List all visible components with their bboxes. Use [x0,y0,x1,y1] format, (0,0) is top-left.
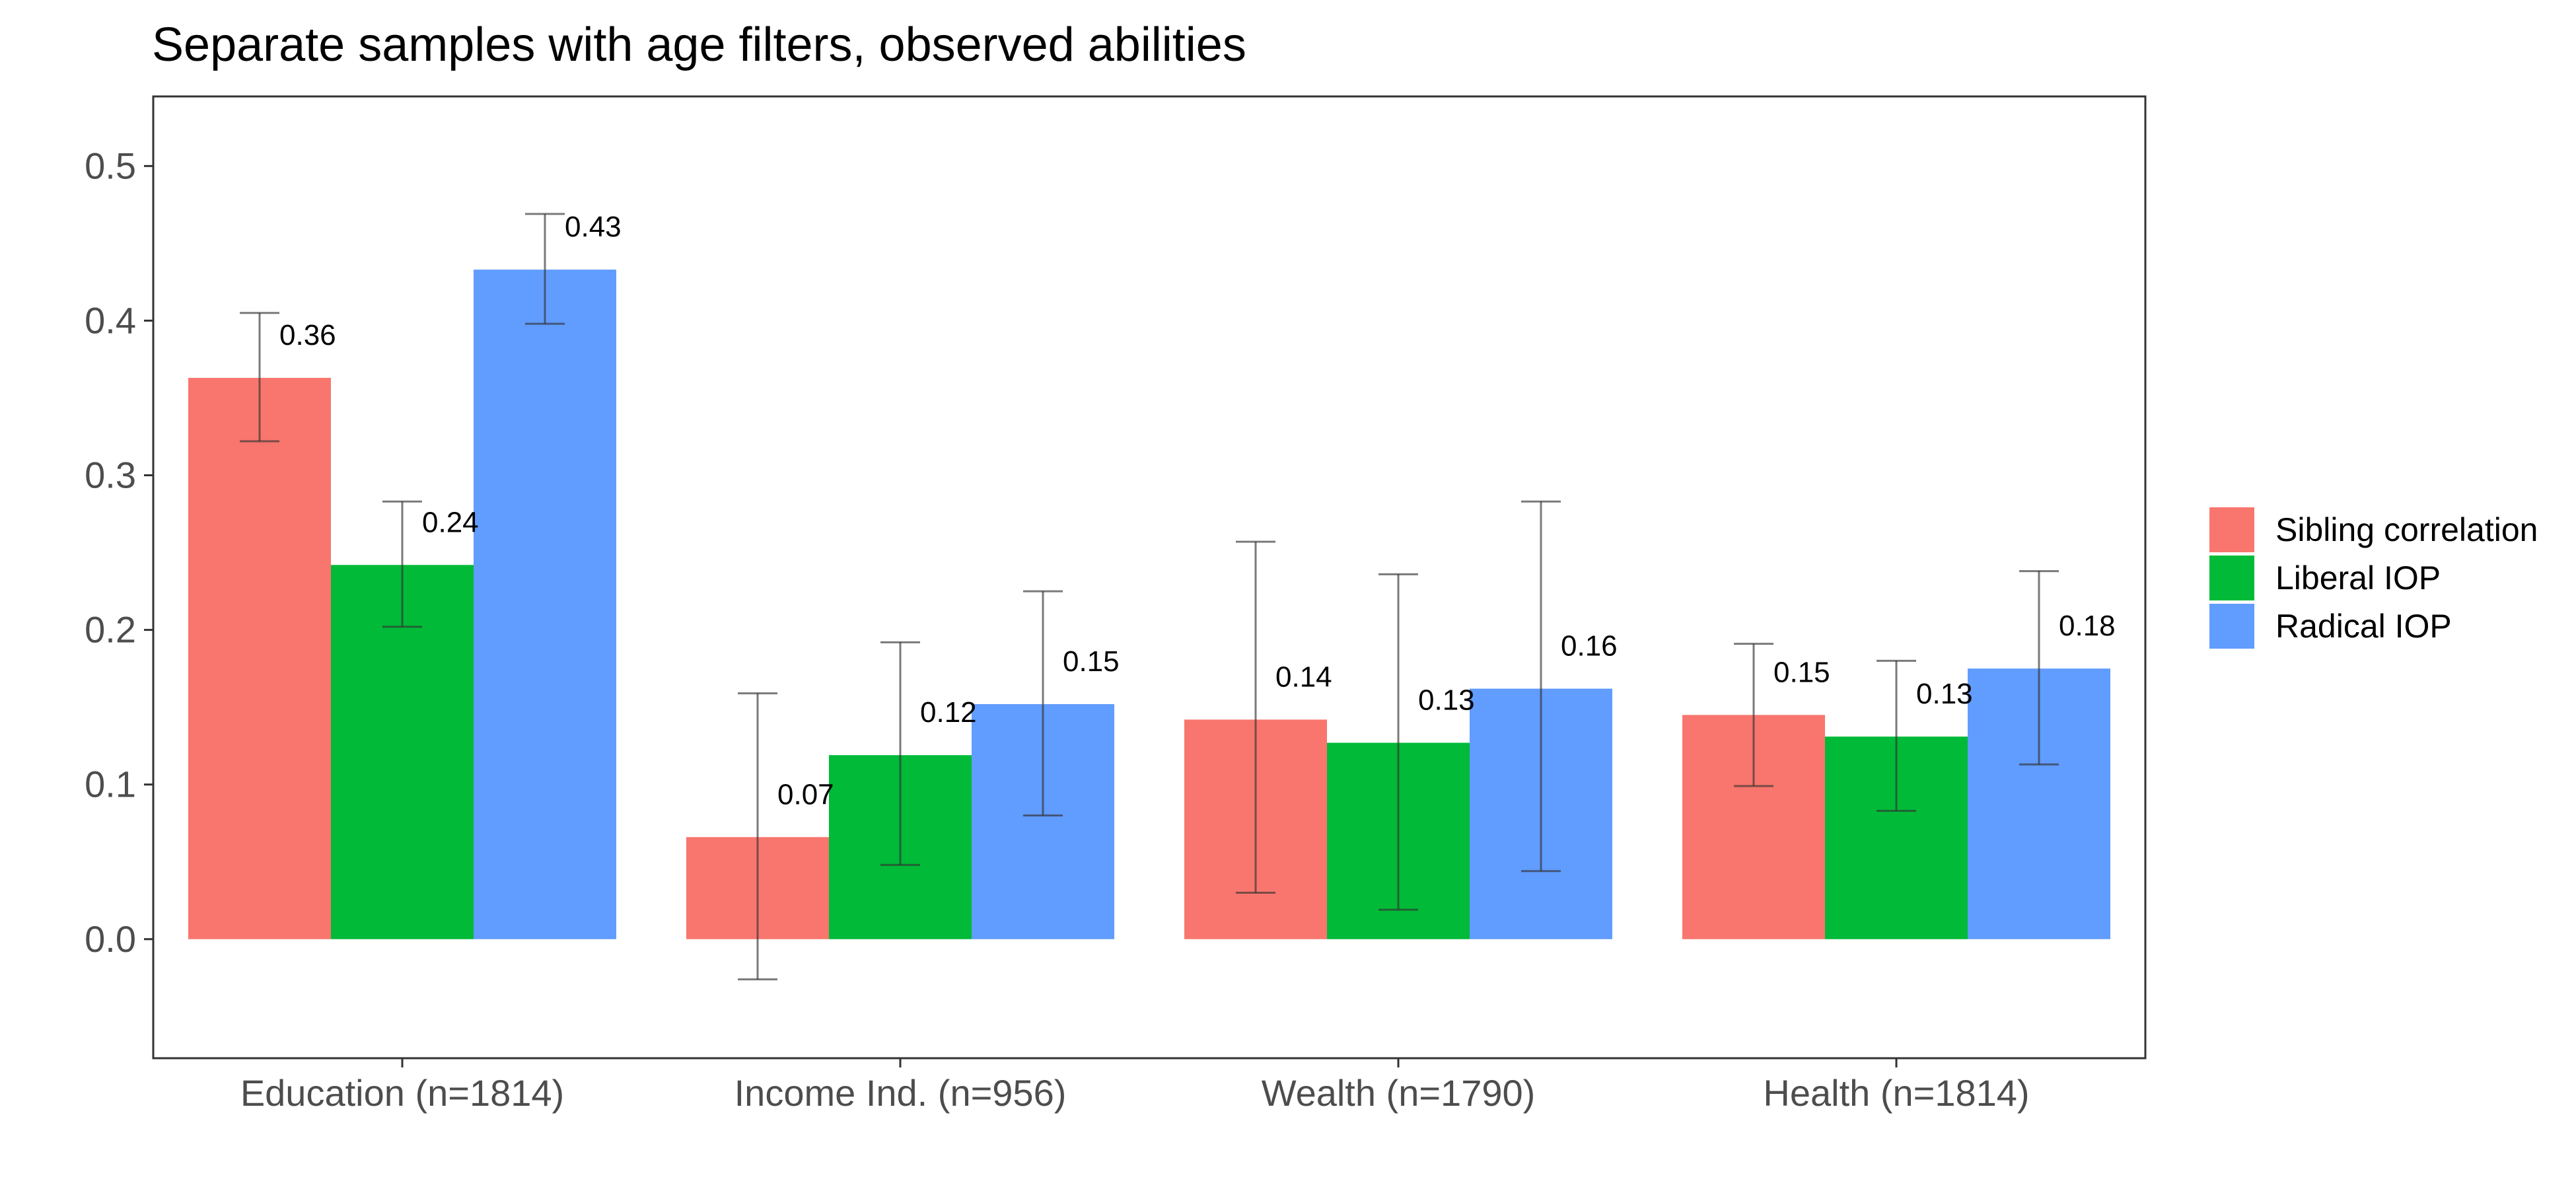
bar [474,270,616,939]
data-label: 0.16 [1561,630,1618,663]
data-label: 0.12 [920,696,977,729]
panel-border [152,95,2147,1060]
data-label: 0.18 [2059,610,2116,642]
data-label: 0.15 [1773,656,1830,688]
y-tick-label: 0.1 [85,764,136,805]
error-bar [1236,540,1275,894]
error-bar [240,312,279,443]
data-label: 0.24 [422,506,479,538]
y-tick-label: 0.5 [85,145,136,186]
error-bar [1521,500,1561,873]
x-tick-label: Income Ind. (n=956) [734,1072,1067,1114]
y-tick-label: 0.4 [85,299,136,341]
error-bar [738,692,777,981]
legend-key [2209,604,2254,649]
error-bar [2019,570,2059,766]
data-label: 0.43 [565,211,622,243]
error-bar [1734,643,1773,787]
data-label: 0.13 [1418,684,1475,716]
data-label: 0.15 [1063,645,1120,678]
error-bar [1378,573,1418,911]
y-tick-label: 0.2 [85,609,136,651]
chart-title: Separate samples with age filters, obser… [152,18,1246,71]
bar [188,378,331,939]
error-bar [382,500,422,628]
legend-label: Liberal IOP [2275,559,2441,596]
legend-item: Radical IOP [2209,604,2452,649]
legend-label: Radical IOP [2275,608,2452,645]
x-tick-label: Health (n=1814) [1763,1072,2029,1114]
legend: Sibling correlation Liberal IOP Radical IO… [2209,507,2538,649]
legend-label: Sibling correlation [2275,511,2538,548]
plot-panel: 0.0 0.1 0.2 0.3 0.4 0.5 Education (n=1814) 0.36… [85,95,2147,1114]
data-label: 0.07 [777,778,834,811]
legend-key [2209,556,2254,600]
error-bar [880,641,920,866]
x-tick-label: Education (n=1814) [240,1072,564,1114]
error-bar [525,213,565,325]
y-tick-label: 0.3 [85,454,136,496]
data-label: 0.14 [1275,661,1332,693]
y-tick-label: 0.0 [85,918,136,960]
error-bar [1877,659,1916,812]
error-bar [1023,590,1063,816]
legend-item: Sibling correlation [2209,507,2538,552]
legend-item: Liberal IOP [2209,556,2441,600]
data-label: 0.13 [1916,678,1973,710]
legend-key [2209,507,2254,552]
data-label: 0.36 [279,319,336,351]
x-tick-label: Wealth (n=1790) [1262,1072,1536,1114]
